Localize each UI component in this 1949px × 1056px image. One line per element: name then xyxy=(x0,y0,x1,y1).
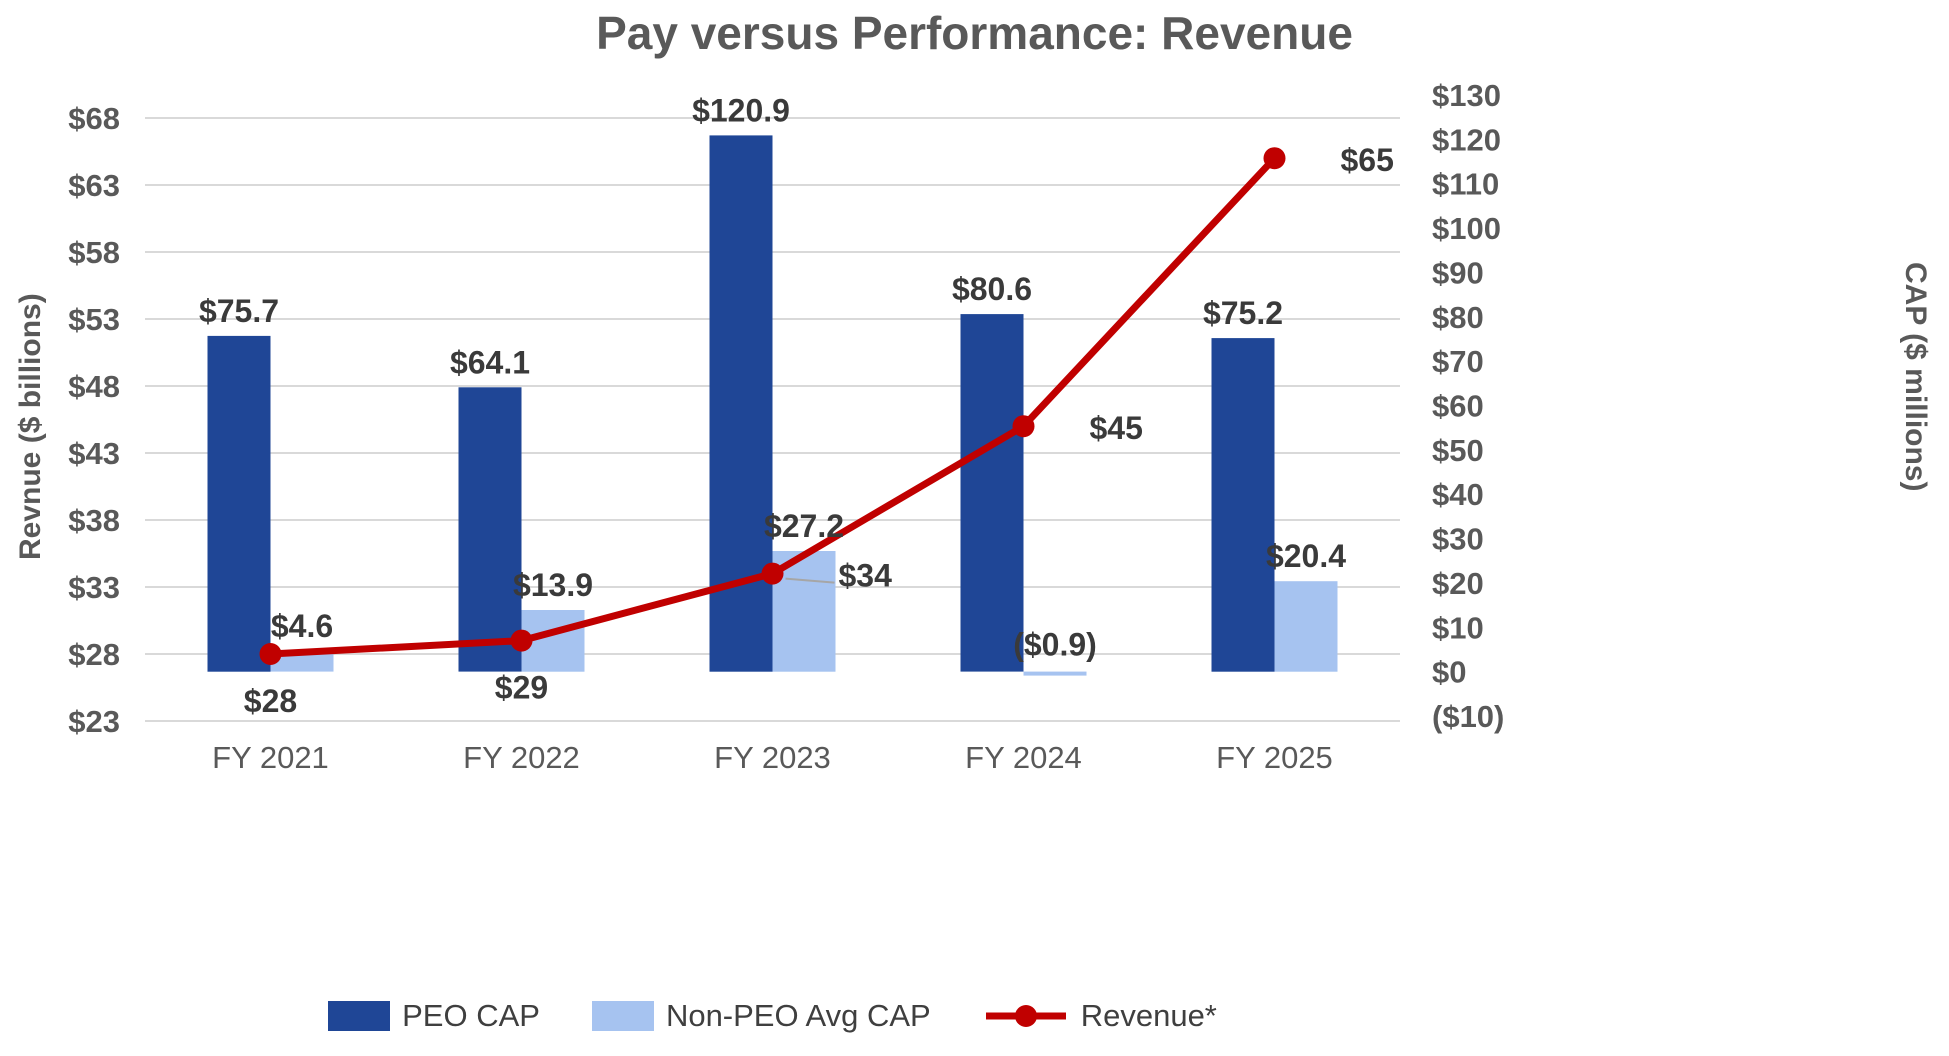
right-tick-label: $40 xyxy=(1432,477,1484,512)
data-label: $28 xyxy=(244,683,297,719)
bar-non-peo-avg-cap-fy-2025 xyxy=(1274,581,1338,672)
data-label: $29 xyxy=(495,670,548,706)
left-tick-label: $63 xyxy=(68,168,120,203)
data-label: $34 xyxy=(839,558,893,594)
legend-label-revenue: Revenue* xyxy=(1080,998,1217,1033)
right-tick-label: $130 xyxy=(1432,78,1501,113)
legend-item-peo-cap: PEO CAP xyxy=(328,998,540,1034)
right-tick-label: $100 xyxy=(1432,211,1501,246)
bar-peo-cap-fy-2021 xyxy=(207,335,271,672)
category-label: FY 2024 xyxy=(965,740,1082,775)
left-tick-label: $68 xyxy=(68,101,120,136)
category-label: FY 2022 xyxy=(463,740,580,775)
right-tick-label: $110 xyxy=(1432,167,1499,202)
data-label: $75.2 xyxy=(1203,295,1283,331)
bar-peo-cap-fy-2025 xyxy=(1211,338,1275,672)
right-tick-label: $0 xyxy=(1432,655,1466,690)
right-tick-label: $10 xyxy=(1432,610,1484,645)
revenue-point-1 xyxy=(259,643,282,665)
left-tick-label: $38 xyxy=(68,503,120,538)
data-label: ($0.9) xyxy=(1013,627,1097,663)
category-label: FY 2025 xyxy=(1216,740,1333,775)
data-label: $45 xyxy=(1090,410,1143,446)
legend-label-non-peo-avg-cap: Non-PEO Avg CAP xyxy=(665,998,931,1033)
right-tick-label: $80 xyxy=(1432,300,1484,335)
revenue-line-swatch xyxy=(985,1005,1066,1027)
revenue-point-2 xyxy=(510,629,533,652)
data-label: $4.6 xyxy=(271,608,333,644)
data-label: $80.6 xyxy=(952,271,1032,307)
left-tick-label: $33 xyxy=(68,570,120,605)
data-label: $75.7 xyxy=(199,293,279,329)
right-tick-label: ($10) xyxy=(1432,699,1504,734)
left-tick-label: $58 xyxy=(68,235,120,270)
legend-label-peo-cap: PEO CAP xyxy=(402,998,540,1033)
data-label: $120.9 xyxy=(692,92,790,128)
non-peo-avg-cap-swatch xyxy=(591,1001,654,1031)
left-tick-label: $48 xyxy=(68,369,120,404)
legend-item-non-peo-avg-cap: Non-PEO Avg CAP xyxy=(591,998,931,1034)
right-tick-label: $60 xyxy=(1432,389,1484,424)
right-tick-label: $20 xyxy=(1432,566,1484,601)
right-tick-label: $30 xyxy=(1432,522,1484,557)
revenue-point-4 xyxy=(1012,415,1035,438)
peo-cap-swatch xyxy=(328,1001,391,1031)
chart-title: Pay versus Performance: Revenue xyxy=(596,7,1353,59)
bar-peo-cap-fy-2022 xyxy=(458,387,522,672)
data-label: $65 xyxy=(1341,142,1394,178)
right-tick-label: $70 xyxy=(1432,344,1484,379)
data-label: $13.9 xyxy=(513,567,593,603)
data-label: $20.4 xyxy=(1266,538,1346,574)
right-tick-label: $90 xyxy=(1432,255,1484,290)
category-label: FY 2023 xyxy=(714,740,831,775)
bar-peo-cap-fy-2024 xyxy=(960,314,1024,672)
revenue-point-3 xyxy=(761,562,784,585)
data-label: $64.1 xyxy=(450,344,530,380)
left-tick-label: $23 xyxy=(68,704,120,739)
bar-non-peo-avg-cap-fy-2024 xyxy=(1023,671,1087,676)
left-tick-label: $28 xyxy=(68,637,120,672)
data-label: $27.2 xyxy=(764,508,844,544)
legend-item-revenue: Revenue* xyxy=(983,998,1217,1034)
right-tick-label: $120 xyxy=(1432,122,1501,157)
left-tick-label: $53 xyxy=(68,302,120,337)
revenue-point-5 xyxy=(1263,147,1286,170)
label-leader xyxy=(785,577,835,584)
legend: PEO CAP Non-PEO Avg CAP Revenue* xyxy=(145,998,1400,1034)
category-label: FY 2021 xyxy=(212,740,329,775)
right-tick-label: $50 xyxy=(1432,433,1484,468)
left-tick-label: $43 xyxy=(68,436,120,471)
